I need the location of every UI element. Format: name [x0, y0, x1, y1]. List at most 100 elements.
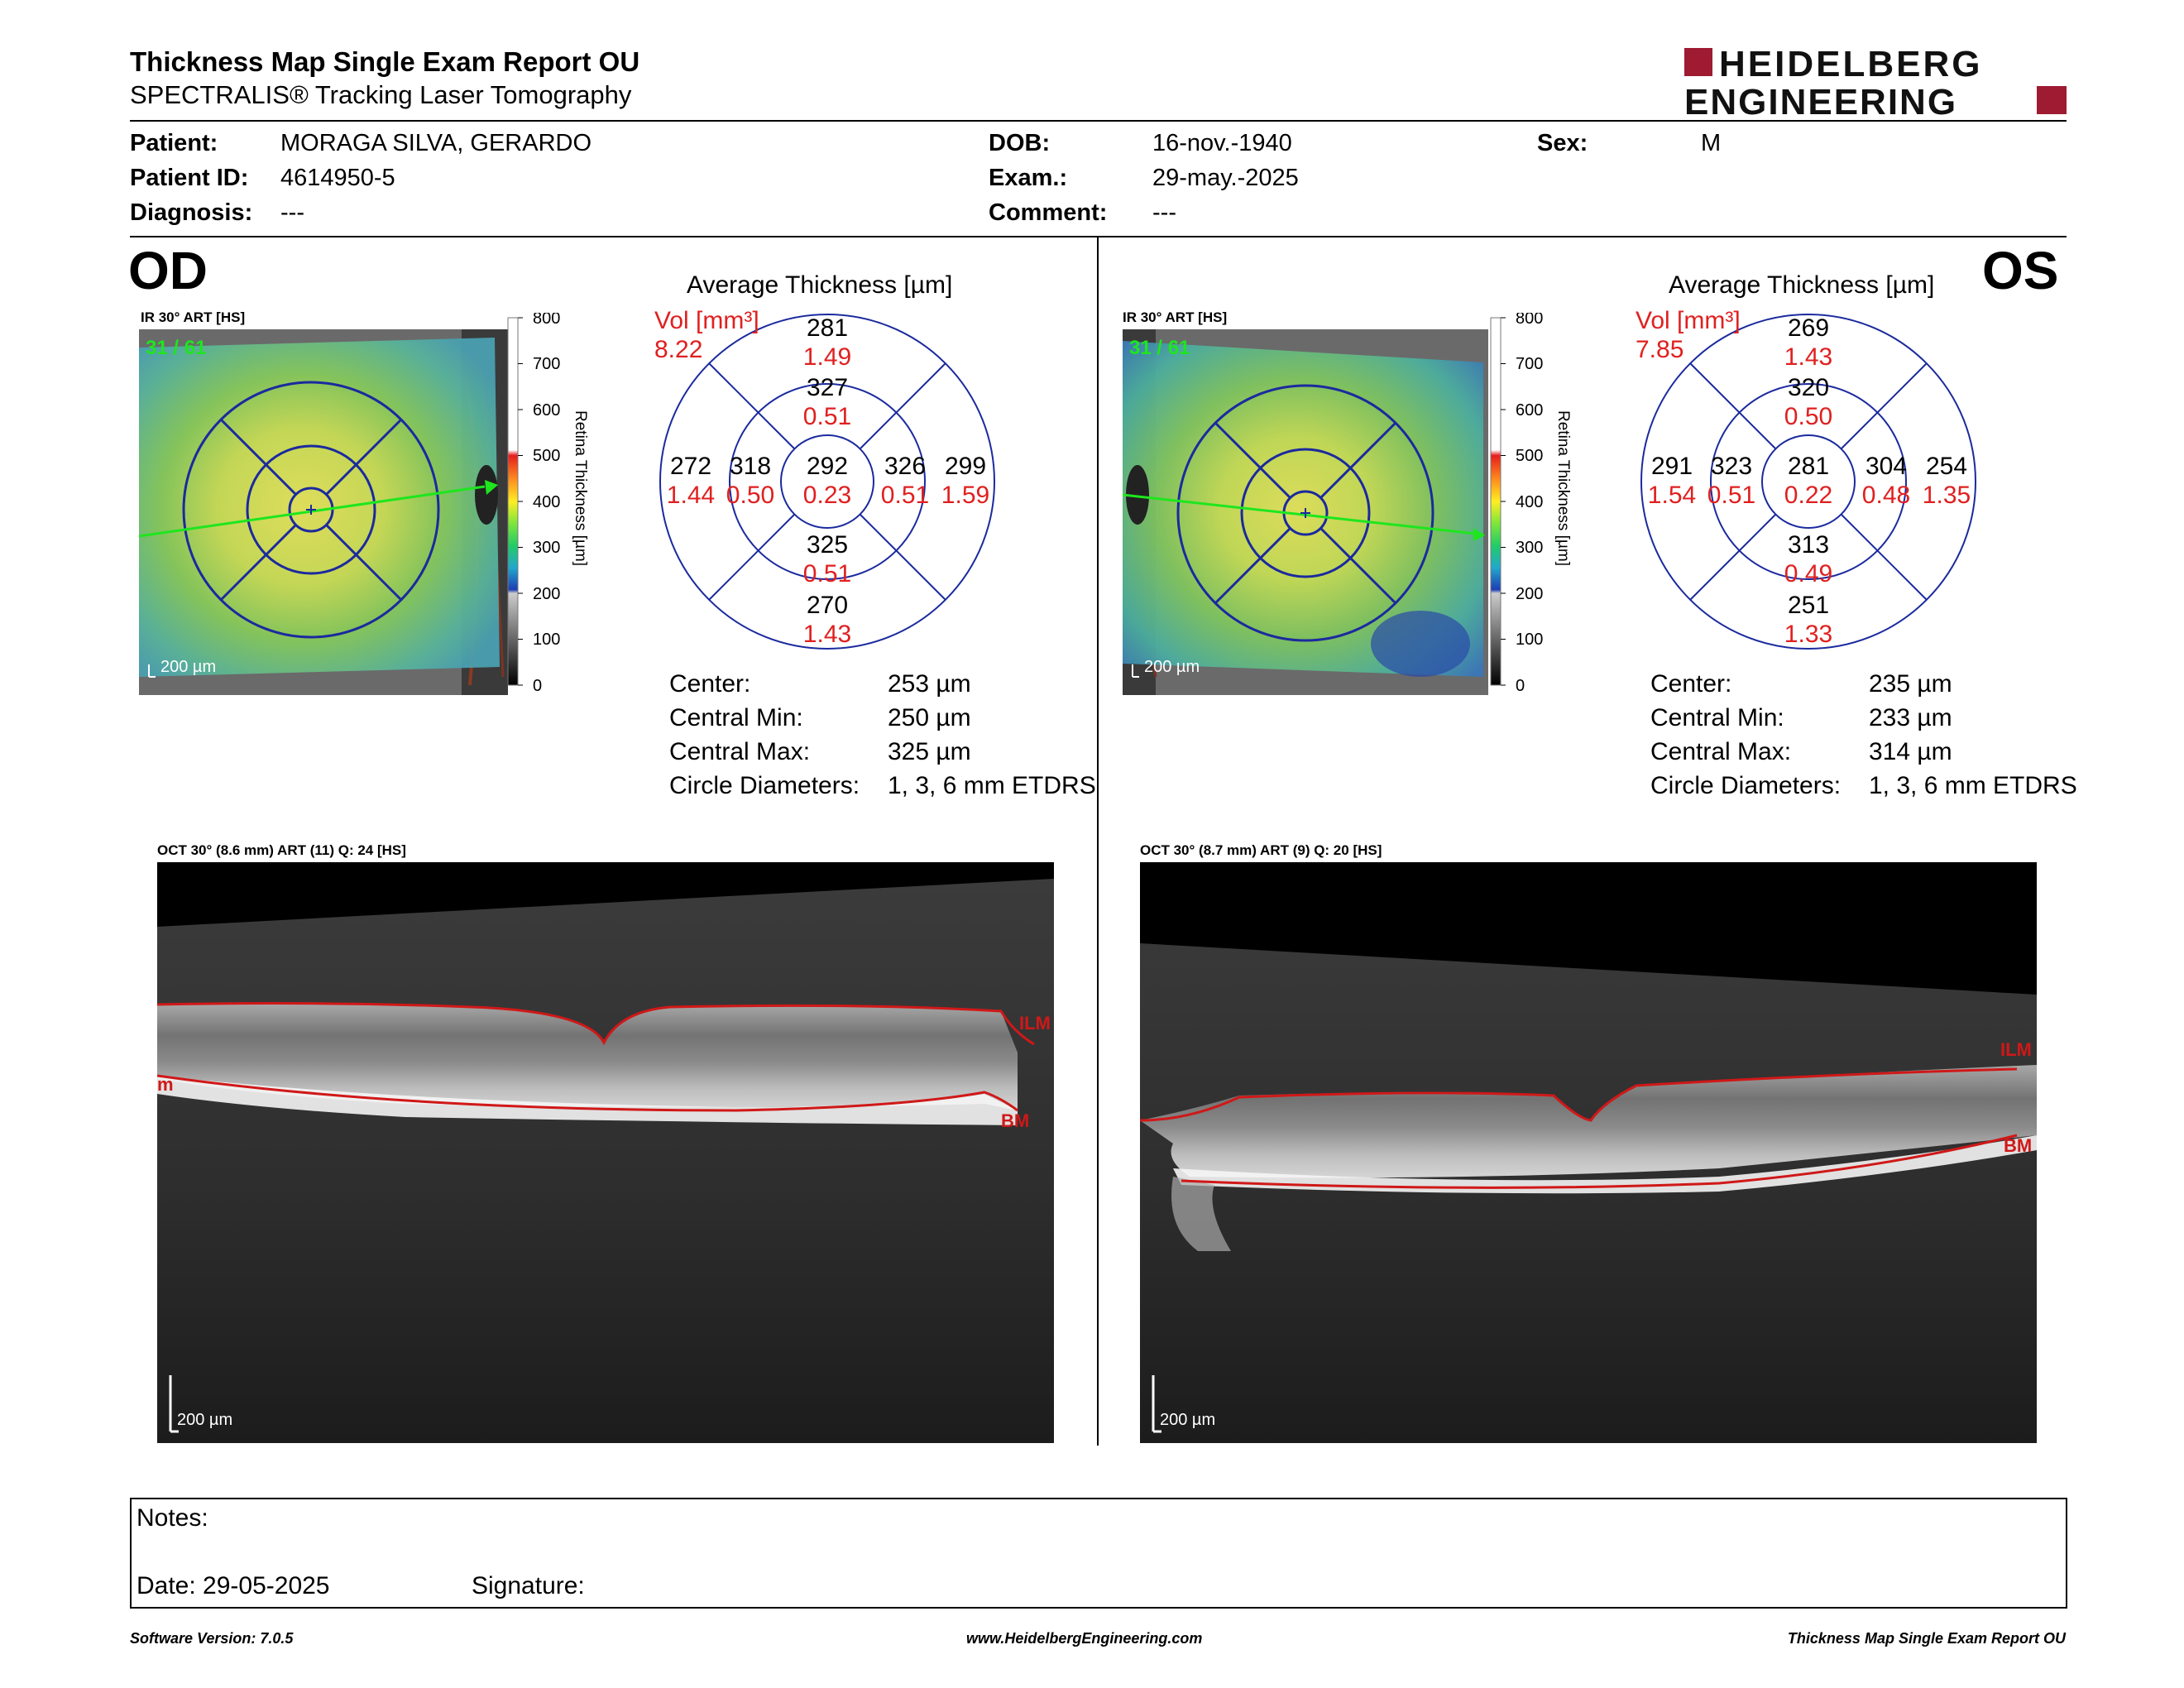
scale-tick: 0	[533, 677, 542, 693]
od-outer-inf-volume: 1.43	[803, 621, 851, 648]
exam-label: Exam.:	[989, 165, 1068, 191]
os-outer-sup-volume: 1.43	[1784, 343, 1832, 371]
od-outer-right-volume: 1.59	[941, 482, 989, 509]
os-inner-sup-volume: 0.50	[1784, 403, 1832, 430]
od-vol-value: 8.22	[654, 336, 703, 363]
comment-value: ---	[1152, 199, 1176, 226]
os-inner-right-volume: 0.48	[1862, 482, 1910, 509]
od-min-value: 250 µm	[888, 704, 971, 731]
os-outer-inf-volume: 1.33	[1784, 621, 1832, 648]
os-frame-counter: 31 / 61	[1129, 337, 1190, 359]
os-center-value: 235 µm	[1869, 670, 1952, 698]
os-bm-label: BM	[2004, 1135, 2032, 1156]
patient-id-label: Patient ID:	[130, 165, 249, 191]
od-inner-left-volume: 0.50	[726, 482, 774, 509]
heidelberg-logo: HEIDELBERG ENGINEERING	[1684, 44, 2067, 122]
od-outer-left-thickness: 272	[670, 453, 711, 480]
dob-value: 16-nov.-1940	[1152, 130, 1292, 156]
os-center-thickness: 281	[1788, 453, 1829, 480]
od-center-thickness: 292	[807, 453, 848, 480]
footer-report-name: Thickness Map Single Exam Report OU	[1787, 1630, 2066, 1647]
os-outer-right-volume: 1.35	[1923, 482, 1971, 509]
scale-tick: 700	[533, 355, 560, 373]
od-diam-label: Circle Diameters:	[669, 772, 860, 799]
scale-tick: 400	[533, 493, 560, 511]
od-outer-inf-thickness: 270	[807, 592, 848, 619]
scale-tick: 800	[533, 313, 560, 328]
report-subtitle: SPECTRALIS® Tracking Laser Tomography	[130, 80, 632, 109]
od-bm-label: BM	[1001, 1110, 1029, 1131]
od-oct-scalebar: 200 µm	[177, 1411, 232, 1429]
od-diam-value: 1, 3, 6 mm ETDRS	[888, 772, 1096, 799]
od-center-label: Center:	[669, 670, 751, 698]
os-inner-right-thickness: 304	[1866, 453, 1907, 480]
patient-name: MORAGA SILVA, GERARDO	[280, 130, 592, 156]
os-center-label: Center:	[1650, 670, 1732, 698]
os-vol-label: Vol [mm³]	[1636, 307, 1741, 334]
os-outer-left-thickness: 291	[1651, 453, 1693, 480]
patient-label: Patient:	[130, 130, 218, 156]
os-max-value: 314 µm	[1869, 738, 1952, 765]
scale-tick: 500	[1516, 447, 1543, 465]
od-color-scale: 800 700 600 500 400 300 200 100 0 Retina…	[506, 309, 597, 695]
os-min-value: 233 µm	[1869, 704, 1952, 731]
date-label: Date: 29-05-2025	[136, 1572, 330, 1599]
od-etdrs-grid: 281 1.49 327 0.51 292 0.23 318 0.50 326 …	[654, 306, 1001, 654]
od-inner-inf-volume: 0.51	[803, 560, 851, 587]
exam-value: 29-may.-2025	[1152, 165, 1299, 191]
sex-value: M	[1701, 130, 1722, 156]
os-diam-label: Circle Diameters:	[1650, 772, 1842, 799]
signature-label: Signature:	[472, 1572, 585, 1599]
os-eye-label: OS	[1982, 241, 2059, 300]
os-inner-left-volume: 0.51	[1707, 482, 1755, 509]
logo-text-bottom: ENGINEERING	[1684, 82, 1957, 117]
od-outer-left-volume: 1.44	[667, 482, 715, 509]
od-oct-scan: ILM BM m 200 µm	[157, 862, 1054, 1443]
diagnosis-label: Diagnosis:	[130, 199, 253, 226]
od-outer-right-thickness: 299	[945, 453, 986, 480]
dob-label: DOB:	[989, 130, 1051, 156]
scale-tick: 200	[533, 585, 560, 603]
comment-label: Comment:	[989, 199, 1108, 226]
website-link[interactable]: www.HeidelbergEngineering.com	[966, 1630, 1203, 1647]
scale-tick: 400	[1516, 493, 1543, 511]
os-ir-label: IR 30° ART [HS]	[1123, 309, 1228, 325]
od-ir-label: IR 30° ART [HS]	[141, 309, 246, 325]
report-title: Thickness Map Single Exam Report OU	[130, 46, 640, 77]
scale-tick: 0	[1516, 677, 1525, 693]
os-outer-left-volume: 1.54	[1648, 482, 1696, 509]
scale-tick: 300	[1516, 539, 1543, 557]
scale-tick: 100	[533, 631, 560, 649]
os-center-volume: 0.22	[1784, 482, 1832, 509]
od-frame-counter: 31 / 61	[146, 337, 206, 359]
od-outer-sup-volume: 1.49	[803, 343, 851, 371]
os-oct-scalebar: 200 µm	[1160, 1411, 1215, 1429]
notes-box: Notes: Date: 29-05-2025 Signature:	[130, 1498, 2067, 1609]
od-eye-label: OD	[128, 241, 208, 300]
scale-tick: 200	[1516, 585, 1543, 603]
os-thickness-map: 31 / 61 200 µm	[1122, 329, 1488, 695]
scale-tick: 700	[1516, 355, 1543, 373]
os-inner-inf-thickness: 313	[1788, 531, 1829, 559]
od-center-value: 253 µm	[888, 670, 971, 698]
diagnosis-value: ---	[280, 199, 304, 226]
od-inner-right-volume: 0.51	[881, 482, 929, 509]
os-color-scale: 800 700 600 500 400 300 200 100 0 Retina…	[1489, 309, 1580, 695]
os-max-label: Central Max:	[1650, 738, 1792, 765]
patient-divider	[130, 236, 2067, 237]
os-avg-title: Average Thickness [µm]	[1669, 271, 1935, 299]
os-etdrs-grid: 269 1.43 320 0.50 281 0.22 323 0.51 304 …	[1635, 306, 1982, 654]
os-min-label: Central Min:	[1650, 704, 1784, 731]
os-oct-scan: ILM BM 200 µm	[1140, 862, 2037, 1443]
os-ir-scalebar: 200 µm	[1144, 658, 1200, 676]
logo-text-top: HEIDELBERG	[1719, 45, 1982, 84]
scale-tick: 300	[533, 539, 560, 557]
od-center-volume: 0.23	[803, 482, 851, 509]
od-inner-right-thickness: 326	[884, 453, 926, 480]
os-diam-value: 1, 3, 6 mm ETDRS	[1869, 772, 2077, 799]
os-vol-value: 7.85	[1636, 336, 1684, 363]
od-thickness-map: 31 / 61 200 µm	[138, 329, 508, 695]
od-edge-label: m	[157, 1074, 174, 1095]
patient-id: 4614950-5	[280, 165, 395, 191]
os-inner-sup-thickness: 320	[1788, 374, 1829, 401]
